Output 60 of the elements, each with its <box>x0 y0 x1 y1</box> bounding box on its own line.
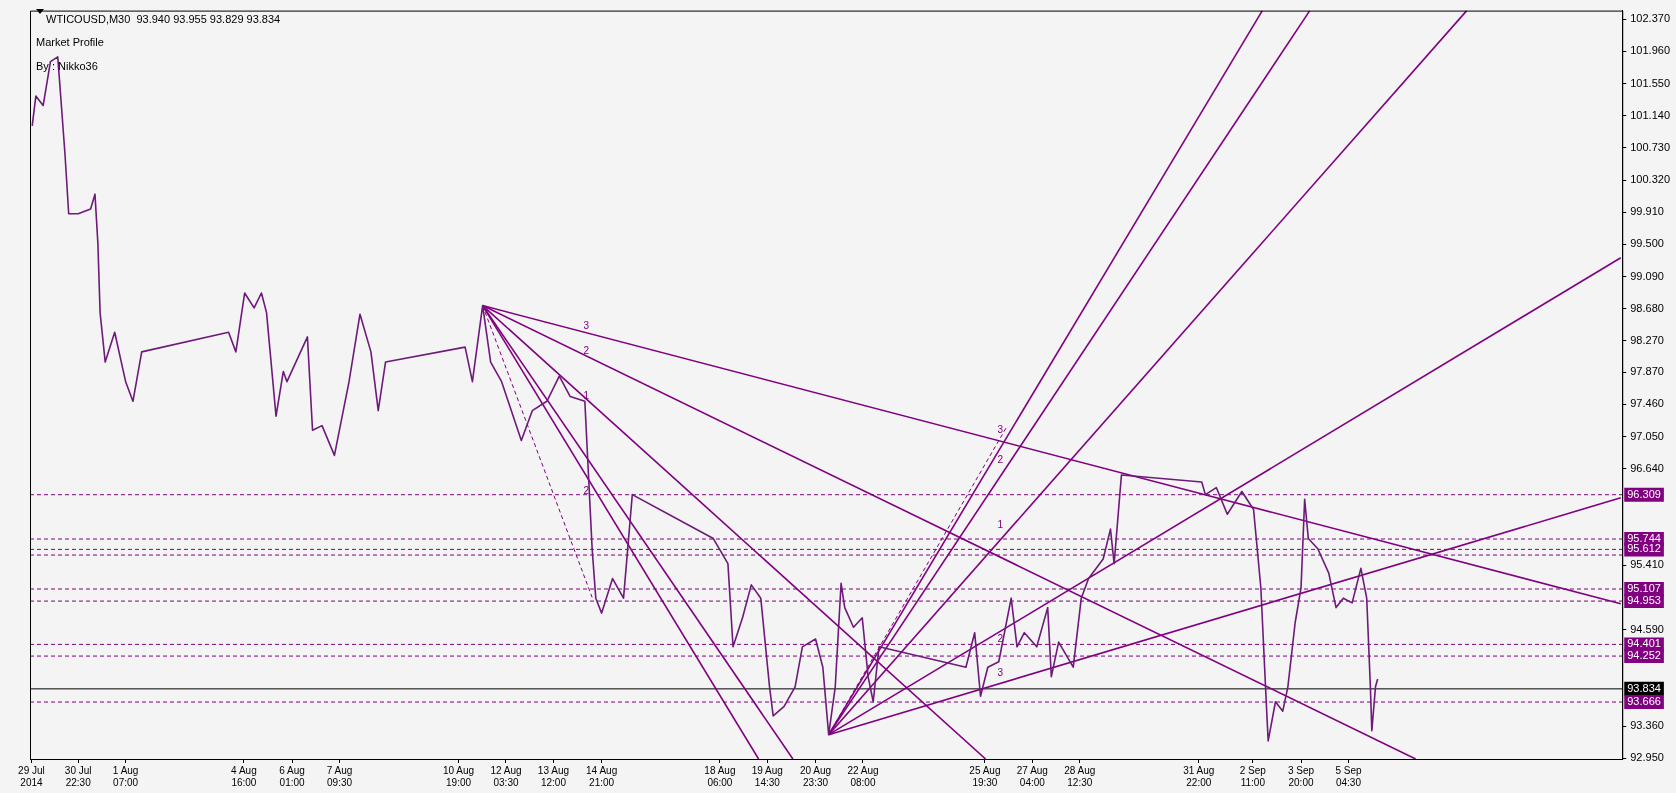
ref-line-label: 95.744 <box>1627 532 1661 545</box>
ref-line-label: 95.612 <box>1627 542 1661 555</box>
annotation: By : Nikko36 <box>36 59 98 72</box>
x-tick-label: 28 Aug 12:30 <box>1064 764 1096 788</box>
y-tick-label: 98.680 <box>1630 301 1664 314</box>
annotation: 2 <box>583 344 590 356</box>
x-tick-label: 10 Aug 19:00 <box>442 764 475 788</box>
y-tick-label: 101.550 <box>1630 76 1670 89</box>
annotation: 2 <box>997 632 1004 644</box>
x-tick-label: 12 Aug 03:30 <box>490 764 522 788</box>
y-tick-label: 100.320 <box>1630 173 1670 186</box>
y-tick-label: 97.050 <box>1630 429 1664 442</box>
ref-line-label: 93.666 <box>1627 695 1661 708</box>
x-tick-label: 27 Aug 04:00 <box>1016 764 1048 788</box>
y-tick-label: 99.500 <box>1630 237 1664 250</box>
x-tick-label: 2 Sep 11:00 <box>1239 764 1267 788</box>
y-tick-label: 95.410 <box>1630 558 1664 571</box>
y-tick-label: 99.910 <box>1630 205 1664 218</box>
x-tick-label: 19 Aug 14:30 <box>751 764 783 788</box>
x-tick-label: 1 Aug 07:00 <box>112 764 139 788</box>
ref-line-label: 94.401 <box>1627 637 1661 650</box>
x-tick-label: 22 Aug 08:00 <box>847 764 879 788</box>
annotation: 2 <box>997 453 1004 465</box>
ref-line-label: 95.107 <box>1627 582 1661 595</box>
x-tick-label: 7 Aug 09:30 <box>326 764 353 788</box>
y-tick-label: 97.870 <box>1630 365 1664 378</box>
ref-line-label: 94.252 <box>1627 649 1661 662</box>
y-tick-label: 101.960 <box>1630 44 1670 57</box>
x-tick-label: 3 Sep 20:00 <box>1287 764 1315 788</box>
x-tick-label: 25 Aug 19:30 <box>969 764 1001 788</box>
x-tick-label: 6 Aug 01:00 <box>279 764 306 788</box>
annotation: 2 <box>583 485 590 497</box>
y-tick-label: 102.370 <box>1630 12 1670 25</box>
annotation: 3 <box>583 319 590 331</box>
x-tick-label: 14 Aug 21:00 <box>586 764 618 788</box>
ref-line-label: 94.953 <box>1627 594 1661 607</box>
chart-title: WTICOUSD,M30 93.940 93.955 93.829 93.834 <box>46 12 281 25</box>
x-tick-label: 29 Jul 2014 <box>18 764 45 788</box>
y-tick-label: 92.950 <box>1630 751 1664 764</box>
y-tick-label: 100.730 <box>1630 140 1670 153</box>
annotation: 1 <box>997 518 1004 530</box>
y-tick-label: 98.270 <box>1630 333 1664 346</box>
x-tick-label: 13 Aug 12:00 <box>537 764 570 788</box>
y-tick-label: 101.140 <box>1630 108 1670 121</box>
x-tick-label: 4 Aug 16:00 <box>231 764 257 788</box>
y-tick-label: 97.460 <box>1630 397 1664 410</box>
y-tick-label: 93.360 <box>1630 719 1664 732</box>
x-tick-label: 5 Sep 04:30 <box>1335 764 1362 788</box>
y-tick-label: 99.090 <box>1630 269 1664 282</box>
annotation: 3 <box>997 423 1004 435</box>
ref-line-label: 96.309 <box>1627 487 1661 500</box>
y-tick-label: 96.640 <box>1630 461 1664 474</box>
annotation: 3 <box>997 667 1004 679</box>
ref-line-label: 93.834 <box>1627 681 1661 694</box>
annotation: Market Profile <box>36 35 104 48</box>
x-tick-label: 31 Aug 22:00 <box>1183 764 1215 788</box>
x-tick-label: 20 Aug 23:30 <box>799 764 832 788</box>
x-tick-label: 30 Jul 22:30 <box>64 764 92 788</box>
x-tick-label: 18 Aug 06:00 <box>704 764 736 788</box>
y-tick-label: 94.590 <box>1630 622 1664 635</box>
